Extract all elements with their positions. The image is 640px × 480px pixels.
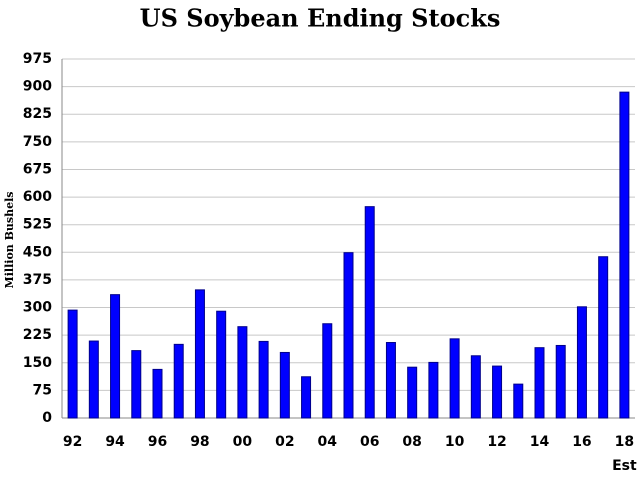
y-tick-label: 750 <box>23 134 52 150</box>
bar <box>194 289 205 419</box>
x-tick-label: 00 <box>233 434 253 450</box>
bar <box>470 355 481 419</box>
x-tick-label: 16 <box>572 434 591 450</box>
bar <box>619 91 630 419</box>
bar <box>258 340 269 419</box>
bar <box>534 347 545 419</box>
y-tick-label: 600 <box>23 189 52 205</box>
y-tick-label: 300 <box>23 300 52 316</box>
y-tick-label: 150 <box>23 355 52 371</box>
x-tick-label: 12 <box>487 434 506 450</box>
x-tick-label: 14 <box>530 434 550 450</box>
x-tick-label: 02 <box>275 434 294 450</box>
x-tick-label: 10 <box>445 434 465 450</box>
chart-title: US Soybean Ending Stocks <box>140 4 501 33</box>
bar <box>237 326 248 419</box>
bar <box>152 368 163 419</box>
bar <box>385 342 396 419</box>
y-tick-label: 0 <box>42 410 52 426</box>
y-tick-label: 450 <box>23 244 52 260</box>
bar <box>428 361 439 419</box>
y-tick-label: 225 <box>23 327 52 343</box>
bar <box>216 310 227 419</box>
bar <box>492 365 503 419</box>
x-tick-label: 98 <box>190 434 209 450</box>
x-tick-label: 96 <box>148 434 167 450</box>
bar <box>67 309 78 419</box>
x-tick-label: 04 <box>318 434 338 450</box>
annotation: Est <box>612 458 637 474</box>
bar <box>407 366 418 419</box>
bar <box>513 383 524 419</box>
bar <box>110 294 121 419</box>
x-tick-label: 06 <box>360 434 379 450</box>
bar <box>576 306 587 419</box>
y-tick-label: 525 <box>23 217 52 233</box>
bar <box>88 340 99 419</box>
y-tick-label: 675 <box>23 161 52 177</box>
bar <box>343 252 354 419</box>
bar <box>301 376 312 419</box>
bar <box>173 343 184 419</box>
y-tick-label: 900 <box>23 79 52 95</box>
bar <box>322 323 333 419</box>
bar <box>555 344 566 419</box>
x-tick-label: 08 <box>402 434 421 450</box>
bar <box>279 351 290 419</box>
x-tick-label: 18 <box>615 434 634 450</box>
y-tick-label: 825 <box>23 106 52 122</box>
y-tick-label: 75 <box>33 382 52 398</box>
bar <box>598 256 609 419</box>
bar <box>449 338 460 419</box>
x-tick-label: 94 <box>105 434 125 450</box>
y-axis-label: Million Bushels <box>3 192 16 289</box>
y-tick-label: 975 <box>23 51 52 67</box>
y-tick-label: 375 <box>23 272 52 288</box>
bar <box>131 350 142 419</box>
bar <box>364 206 375 419</box>
x-tick-label: 92 <box>63 434 82 450</box>
